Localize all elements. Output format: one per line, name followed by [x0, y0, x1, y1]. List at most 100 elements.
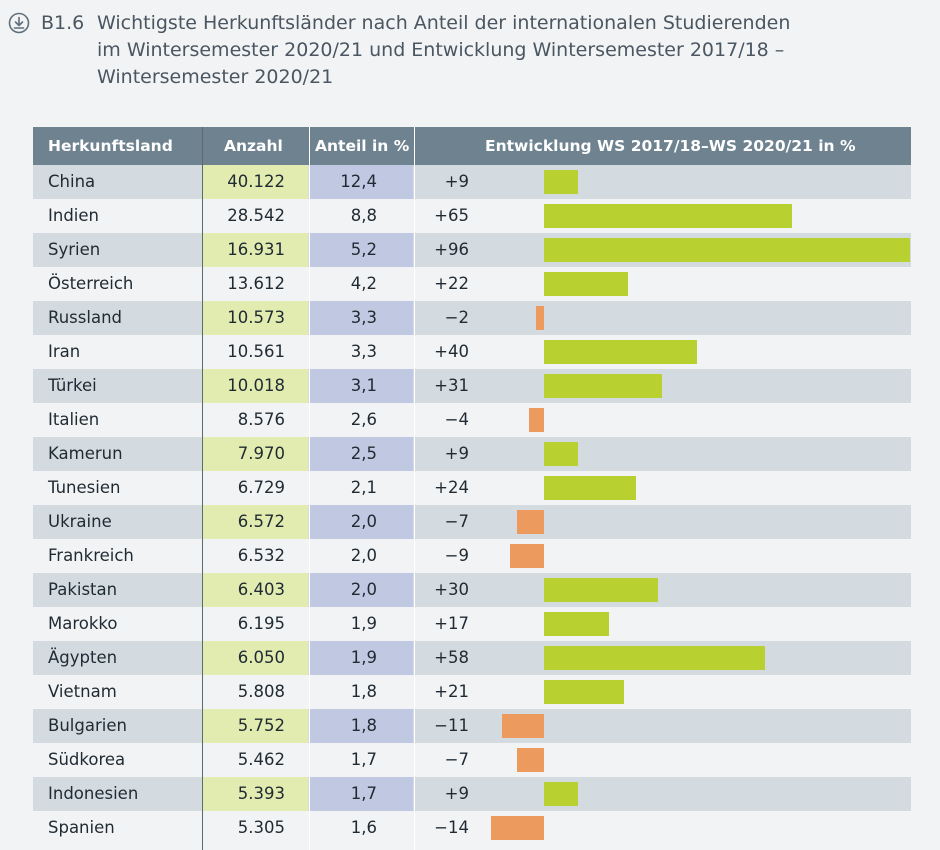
figure-title-line: Wichtigste Herkunftsländer nach Anteil d… — [97, 12, 791, 34]
row-background — [33, 607, 911, 641]
row-background — [33, 165, 911, 199]
count-cell: 10.561 — [227, 342, 285, 361]
change-value-label: −7 — [444, 750, 469, 769]
table-row: Tunesien 6.729 2,1 +24 — [33, 471, 911, 505]
share-cell: 2,0 — [350, 512, 377, 531]
share-cell-background — [310, 437, 413, 471]
row-background — [33, 369, 911, 403]
column-divider — [202, 127, 203, 850]
change-value-label: +22 — [434, 274, 469, 293]
positive-change-bar — [544, 204, 792, 228]
positive-change-bar — [544, 680, 625, 704]
country-cell: Spanien — [48, 818, 115, 837]
negative-change-bar — [509, 544, 544, 568]
share-cell: 1,8 — [350, 716, 377, 735]
count-cell: 10.018 — [227, 376, 285, 395]
share-cell: 3,3 — [350, 308, 377, 327]
country-cell: Tunesien — [48, 478, 121, 497]
download-icon[interactable] — [8, 12, 30, 34]
share-cell-background — [310, 709, 413, 743]
share-cell-background — [310, 165, 413, 199]
change-value-label: −4 — [444, 410, 469, 429]
table-row: Österreich 13.612 4,2 +22 — [33, 267, 911, 301]
share-cell: 1,7 — [350, 784, 377, 803]
share-cell: 2,1 — [350, 478, 377, 497]
country-cell: Ägypten — [48, 648, 118, 667]
country-cell: Indien — [48, 206, 99, 225]
column-header-count: Anzahl — [224, 137, 283, 155]
count-cell: 5.752 — [237, 716, 285, 735]
country-cell: Pakistan — [48, 580, 118, 599]
change-value-label: −11 — [434, 716, 469, 735]
negative-change-bar — [517, 510, 544, 534]
figure-number: B1.6 — [41, 12, 85, 34]
count-cell: 5.808 — [237, 682, 285, 701]
share-cell: 2,6 — [350, 410, 377, 429]
change-value-label: +21 — [434, 682, 469, 701]
row-background — [33, 709, 911, 743]
positive-change-bar — [544, 476, 636, 500]
change-value-label: +40 — [434, 342, 469, 361]
row-background — [33, 573, 911, 607]
country-cell: Türkei — [48, 376, 97, 395]
count-cell: 5.305 — [237, 818, 285, 837]
positive-change-bar — [544, 340, 697, 364]
positive-change-bar — [544, 646, 766, 670]
share-cell: 2,0 — [350, 546, 377, 565]
positive-change-bar — [544, 374, 663, 398]
count-cell-background — [202, 777, 308, 811]
table-row: Spanien 5.305 1,6 −14 — [33, 811, 911, 845]
row-background — [33, 267, 911, 301]
share-cell: 8,8 — [350, 206, 377, 225]
country-cell: Indonesien — [48, 784, 139, 803]
change-value-label: −14 — [434, 818, 469, 837]
row-background — [33, 471, 911, 505]
count-cell: 10.573 — [227, 308, 285, 327]
row-background — [33, 675, 911, 709]
count-cell-background — [202, 573, 308, 607]
change-value-label: −9 — [444, 546, 469, 565]
figure-title-line: Wintersemester 2020/21 — [97, 66, 334, 88]
country-cell: Syrien — [48, 240, 101, 259]
count-cell: 5.393 — [237, 784, 285, 803]
share-cell: 1,9 — [350, 614, 377, 633]
count-cell: 13.612 — [227, 274, 285, 293]
change-value-label: +96 — [434, 240, 469, 259]
country-cell: Vietnam — [48, 682, 117, 701]
change-value-label: +9 — [444, 172, 469, 191]
share-cell: 3,1 — [350, 376, 377, 395]
count-cell-background — [202, 233, 308, 267]
change-value-label: +9 — [444, 784, 469, 803]
count-cell: 6.572 — [237, 512, 285, 531]
change-value-label: −7 — [444, 512, 469, 531]
country-cell: Russland — [48, 308, 123, 327]
change-value-label: +9 — [444, 444, 469, 463]
table-row: Vietnam 5.808 1,8 +21 — [33, 675, 911, 709]
country-cell: Italien — [48, 410, 100, 429]
change-value-label: +24 — [434, 478, 469, 497]
row-background — [33, 403, 911, 437]
share-cell: 1,6 — [350, 818, 377, 837]
share-cell: 4,2 — [350, 274, 377, 293]
count-cell-background — [202, 301, 308, 335]
table-row: Ukraine 6.572 2,0 −7 — [33, 505, 911, 539]
table-row: Frankreich 6.532 2,0 −9 — [33, 539, 911, 573]
share-cell: 2,5 — [350, 444, 377, 463]
share-cell-background — [310, 777, 413, 811]
table-row: Indien 28.542 8,8 +65 — [33, 199, 911, 233]
change-value-label: −2 — [444, 308, 469, 327]
negative-change-bar — [490, 816, 544, 840]
table-row: Bulgarien 5.752 1,8 −11 — [33, 709, 911, 743]
table-header: Herkunftsland Anzahl Anteil in % Entwick… — [33, 127, 911, 165]
count-cell: 6.195 — [237, 614, 285, 633]
positive-change-bar — [544, 782, 579, 806]
change-value-label: +31 — [434, 376, 469, 395]
row-background — [33, 743, 911, 777]
count-cell: 16.931 — [227, 240, 285, 259]
positive-change-bar — [544, 170, 579, 194]
count-cell: 28.542 — [227, 206, 285, 225]
table-row: Südkorea 5.462 1,7 −7 — [33, 743, 911, 777]
table-row: Kamerun 7.970 2,5 +9 — [33, 437, 911, 471]
change-value-label: +30 — [434, 580, 469, 599]
share-cell-background — [310, 301, 413, 335]
